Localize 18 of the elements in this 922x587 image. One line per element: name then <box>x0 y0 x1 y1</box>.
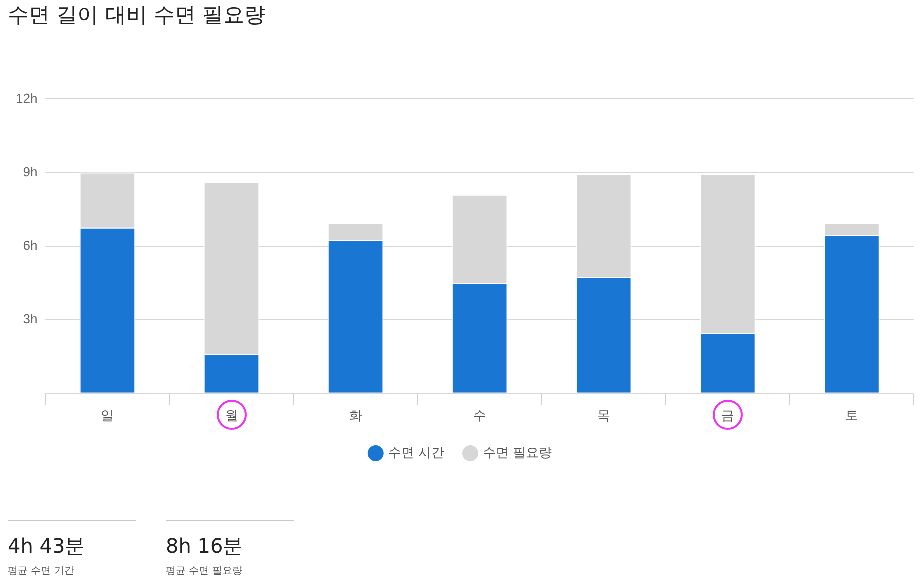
x-tick-label: 금 <box>721 408 734 423</box>
chart-title: 수면 길이 대비 수면 필요량 <box>8 3 266 28</box>
legend-label: 수면 시간 <box>388 446 445 461</box>
x-tick-label: 목 <box>597 408 610 423</box>
x-tick-label: 수 <box>473 408 486 423</box>
text: 평균 수면 기간 <box>8 565 76 578</box>
x-tick-label: 월 <box>225 408 238 423</box>
x-tick-label: 일 <box>101 408 114 423</box>
legend-label: 수면 필요량 <box>483 446 552 461</box>
text: 8h 16분 <box>166 533 244 560</box>
y-tick-label: 3h <box>23 311 38 326</box>
y-tick-label: 12h <box>16 90 38 106</box>
text: 평균 수면 필요량 <box>166 565 244 578</box>
x-tick-label: 화 <box>349 408 362 423</box>
x-tick-label: 토 <box>845 408 858 423</box>
y-tick-label: 9h <box>23 164 38 180</box>
y-tick-label: 6h <box>23 238 38 253</box>
text: 4h 43분 <box>8 533 86 560</box>
